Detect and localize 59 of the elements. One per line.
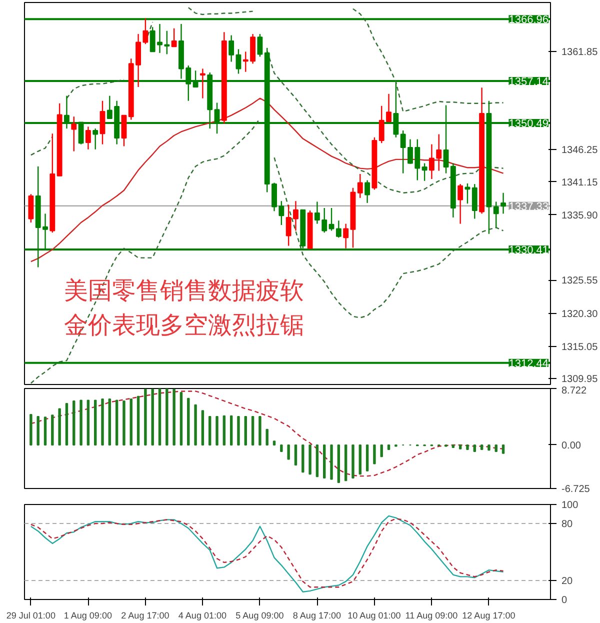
candlestick [257,33,263,58]
x-tick-label: 12 Aug 17:00 [462,610,516,620]
candlestick [228,34,234,62]
y-tick-label: 1320.30 [562,308,598,320]
candlestick [458,183,464,224]
line-series [30,390,504,477]
candlestick [171,28,177,48]
x-tick-label: 10 Aug 01:00 [348,610,401,620]
candlestick [92,128,98,150]
x-tick-label: 4 Aug 01:00 [178,610,226,620]
y-tick-label: 0 [562,595,568,606]
x-tick-label: 11 Aug 09:00 [405,610,458,620]
line-series [266,50,504,194]
y-tick-label: 8.722 [562,386,587,396]
annotation: 美国零售销售数据疲软 [64,277,304,304]
candlestick [322,207,328,234]
candlestick [464,182,470,204]
candlestick [364,180,370,204]
candlestick [85,126,91,150]
y-tick-label: 1309.95 [562,374,598,386]
candlestick [422,162,428,182]
candlestick [71,116,77,152]
candlestick [472,183,478,220]
candlestick [343,223,349,249]
x-tick-label: 29 Jul 01:00 [6,610,56,620]
ref-line-label: 1337.33 [508,200,549,213]
y-tick-label: -6.725 [562,484,590,495]
candlestick [314,201,320,224]
y-tick-label: 1335.90 [562,210,598,222]
x-tick-label: 5 Aug 09:00 [236,610,284,620]
ref-line-label: 1312.44 [508,358,549,370]
line-series [30,98,504,262]
y-tick-label: 1346.25 [562,145,598,156]
x-tick-label: 8 Aug 17:00 [292,610,341,620]
x-tick-label: 2 Aug 17:00 [121,610,170,620]
candlestick [236,48,242,74]
y-tick-label: 1361.85 [562,46,598,58]
candlestick [493,201,499,228]
ref-line-label: 1350.49 [508,118,549,130]
x-tick-label: 1 Aug 09:00 [64,610,112,620]
ref-line-label: 1357.14 [508,76,549,88]
y-tick-label: 100 [562,500,579,511]
candlestick [200,68,206,99]
y-tick-label: 1325.55 [562,276,598,287]
y-tick-label: 1341.15 [562,177,598,188]
candlestick [28,194,34,224]
candlestick [336,220,342,238]
annotation: 金价表现多空激烈拉锯 [64,312,304,339]
y-tick-label: 20 [562,576,574,587]
candlestick [121,114,127,147]
y-tick-label: 1315.05 [562,342,598,353]
candlestick [328,207,334,232]
candlestick [500,192,506,214]
candlestick [142,18,148,45]
y-tick-label: 0.00 [562,440,582,452]
y-tick-label: 80 [562,519,574,530]
candlestick [357,173,363,199]
ref-line-label: 1330.41 [508,244,549,257]
candlestick [100,100,106,145]
